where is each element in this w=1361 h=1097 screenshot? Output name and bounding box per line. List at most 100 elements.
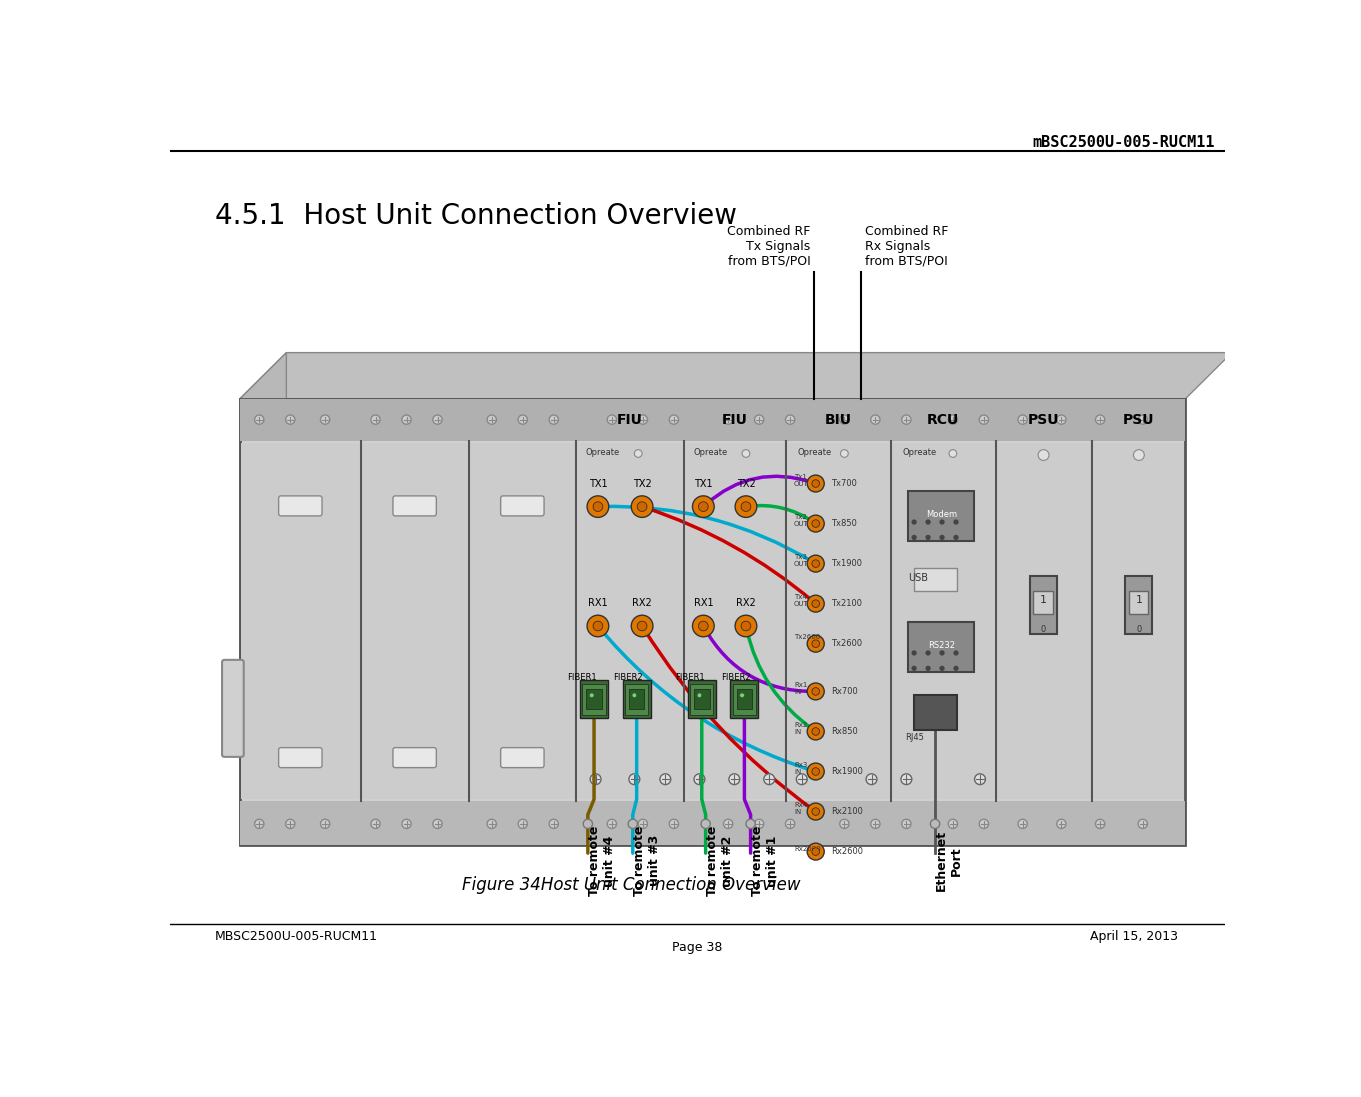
- Text: Tx2100: Tx2100: [832, 599, 863, 608]
- Circle shape: [813, 600, 819, 608]
- Circle shape: [866, 773, 876, 784]
- Circle shape: [632, 693, 637, 698]
- Circle shape: [954, 666, 958, 670]
- Circle shape: [813, 559, 819, 567]
- Bar: [915, 695, 957, 730]
- Circle shape: [974, 773, 985, 784]
- Text: FIBER2: FIBER2: [614, 672, 642, 682]
- Circle shape: [940, 666, 945, 670]
- Text: RCU: RCU: [927, 414, 960, 428]
- Circle shape: [401, 819, 411, 828]
- Circle shape: [519, 819, 528, 828]
- Circle shape: [637, 501, 646, 511]
- Circle shape: [548, 819, 558, 828]
- Bar: [1126, 576, 1151, 634]
- Circle shape: [629, 773, 640, 784]
- Circle shape: [940, 520, 945, 524]
- Text: 0: 0: [1136, 625, 1142, 634]
- Circle shape: [785, 415, 795, 425]
- Text: PSU: PSU: [1123, 414, 1154, 428]
- Polygon shape: [240, 352, 1232, 399]
- Circle shape: [701, 819, 710, 828]
- Circle shape: [940, 651, 945, 655]
- Circle shape: [813, 640, 819, 647]
- Text: PSU: PSU: [1028, 414, 1060, 428]
- Text: Ethernet
Port: Ethernet Port: [935, 830, 964, 892]
- Text: 1: 1: [1040, 595, 1047, 604]
- Text: Tx1900: Tx1900: [832, 559, 863, 568]
- Circle shape: [1018, 415, 1028, 425]
- Bar: [908, 491, 974, 541]
- Circle shape: [589, 693, 593, 698]
- Text: To remote
unit #4: To remote unit #4: [588, 826, 615, 896]
- Bar: [731, 680, 758, 719]
- Text: RX2: RX2: [736, 598, 755, 608]
- Bar: [1094, 443, 1184, 800]
- Circle shape: [255, 819, 264, 828]
- Bar: [1030, 576, 1056, 634]
- Bar: [687, 680, 716, 719]
- Text: 4.5.1  Host Unit Connection Overview: 4.5.1 Host Unit Connection Overview: [215, 202, 738, 229]
- Circle shape: [638, 415, 648, 425]
- FancyBboxPatch shape: [279, 748, 323, 768]
- Bar: [241, 443, 359, 800]
- Circle shape: [255, 415, 264, 425]
- Text: RX2: RX2: [633, 598, 652, 608]
- Circle shape: [286, 415, 295, 425]
- Circle shape: [433, 819, 442, 828]
- Bar: [240, 801, 1185, 846]
- Circle shape: [807, 844, 825, 860]
- Circle shape: [286, 819, 295, 828]
- Circle shape: [729, 773, 740, 784]
- Bar: [629, 689, 644, 709]
- Circle shape: [694, 773, 705, 784]
- Circle shape: [840, 415, 849, 425]
- Bar: [732, 683, 755, 714]
- Circle shape: [698, 501, 708, 511]
- Circle shape: [548, 415, 558, 425]
- Circle shape: [925, 535, 930, 540]
- Circle shape: [401, 415, 411, 425]
- Circle shape: [487, 819, 497, 828]
- Text: Rx700: Rx700: [832, 687, 857, 695]
- Bar: [915, 568, 957, 591]
- FancyBboxPatch shape: [222, 660, 244, 757]
- Circle shape: [519, 415, 528, 425]
- Text: Tx700: Tx700: [832, 479, 857, 488]
- Circle shape: [593, 621, 603, 631]
- Circle shape: [796, 773, 807, 784]
- Circle shape: [807, 723, 825, 740]
- Text: To remote
unit #1: To remote unit #1: [751, 826, 778, 896]
- Circle shape: [587, 496, 608, 518]
- Circle shape: [813, 688, 819, 695]
- Text: Opreate: Opreate: [902, 448, 936, 457]
- Circle shape: [693, 615, 715, 636]
- Circle shape: [807, 635, 825, 652]
- Bar: [690, 683, 713, 714]
- Text: FIBER2: FIBER2: [721, 672, 751, 682]
- Text: Rx850: Rx850: [832, 727, 857, 736]
- Circle shape: [754, 415, 764, 425]
- Text: Tx2600: Tx2600: [832, 640, 863, 648]
- Circle shape: [754, 819, 764, 828]
- FancyBboxPatch shape: [501, 748, 544, 768]
- Text: mBSC2500U-005-RUCM11: mBSC2500U-005-RUCM11: [1033, 135, 1215, 150]
- Bar: [240, 399, 1185, 441]
- Circle shape: [607, 819, 617, 828]
- FancyBboxPatch shape: [393, 496, 437, 516]
- Circle shape: [1096, 415, 1105, 425]
- Circle shape: [979, 415, 988, 425]
- Circle shape: [1138, 819, 1147, 828]
- Text: Opreate: Opreate: [585, 448, 619, 457]
- Circle shape: [638, 819, 648, 828]
- Circle shape: [670, 819, 679, 828]
- Circle shape: [925, 651, 930, 655]
- Circle shape: [871, 819, 881, 828]
- Text: RX1: RX1: [588, 598, 608, 608]
- Circle shape: [949, 450, 957, 457]
- Circle shape: [370, 819, 380, 828]
- Text: Tx1
OUT: Tx1 OUT: [793, 474, 808, 487]
- Circle shape: [433, 415, 442, 425]
- Bar: [686, 443, 785, 800]
- Circle shape: [807, 596, 825, 612]
